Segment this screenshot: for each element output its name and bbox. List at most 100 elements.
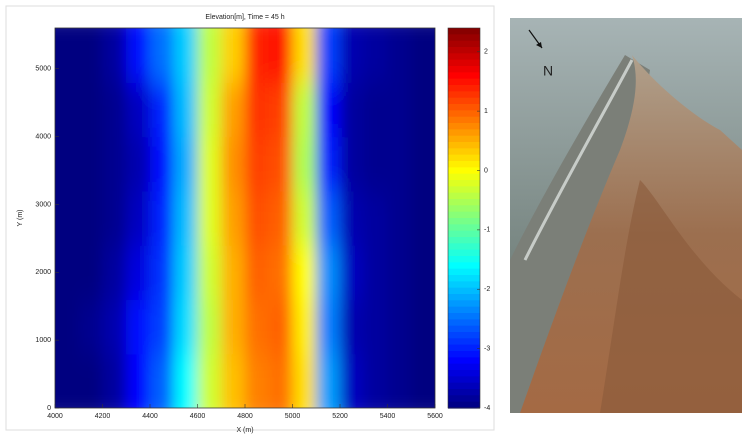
heat-cell: [316, 190, 341, 246]
heat-cell: [292, 353, 317, 408]
colorbar-band: [448, 224, 480, 232]
heat-cell: [78, 28, 104, 83]
heat-cell: [245, 353, 270, 408]
colorbar-band: [448, 306, 480, 314]
heat-cell: [245, 245, 270, 301]
heat-cell: [55, 353, 80, 408]
heat-cell: [411, 82, 435, 138]
colorbar-tick-label: 1: [484, 108, 488, 115]
y-tick-label: 1000: [35, 337, 51, 344]
heat-cell: [221, 190, 246, 246]
heat-cell: [55, 299, 80, 355]
heat-cell: [150, 299, 175, 355]
heat-cell: [340, 82, 365, 138]
heat-cell: [55, 28, 80, 83]
heat-cell: [197, 190, 222, 246]
heat-cell: [363, 353, 389, 408]
colorbar-band: [448, 351, 480, 358]
heat-cell: [292, 28, 317, 83]
colorbar-band: [448, 129, 480, 137]
heat-cell: [387, 299, 412, 355]
heat-cell: [102, 190, 127, 246]
colorbar-frame: [447, 27, 481, 409]
heat-cell: [197, 28, 222, 83]
colorbar-band: [448, 281, 480, 289]
colorbar-band: [448, 370, 480, 377]
colorbar-tick-label: -2: [484, 286, 490, 293]
heat-cell: [387, 353, 412, 408]
heat-cell: [316, 245, 341, 301]
heat-cell: [268, 245, 294, 301]
heat-cell: [363, 190, 389, 246]
heat-cell: [387, 28, 412, 83]
x-tick-label: 4000: [47, 413, 63, 420]
heat-cell: [245, 299, 270, 355]
colorbar-band: [448, 275, 480, 282]
heat-cell: [387, 82, 412, 138]
heatmap: [55, 28, 435, 408]
heat-cell: [316, 353, 341, 408]
chart-title: Elevation[m], Time = 45 h: [205, 14, 284, 21]
colorbar-band: [448, 28, 480, 35]
heat-cell: [245, 190, 270, 246]
heat-cell: [197, 245, 222, 301]
colorbar-band: [448, 40, 480, 48]
colorbar-band: [448, 211, 480, 219]
colorbar-band: [448, 338, 480, 346]
heat-cell: [126, 299, 151, 355]
colorbar-band: [448, 97, 480, 105]
colorbar-band: [448, 313, 480, 320]
x-tick-label: 5400: [380, 413, 396, 420]
x-tick-label: 5200: [332, 413, 348, 420]
heat-cell: [55, 245, 80, 301]
colorbar-band: [448, 325, 480, 333]
heat-cell: [268, 82, 294, 138]
heat-cell: [221, 353, 246, 408]
heat-cell: [245, 136, 270, 192]
x-tick-label: 4600: [190, 413, 206, 420]
heat-cell: [316, 28, 341, 83]
heat-cell: [173, 136, 199, 192]
colorbar-tick-label: 0: [484, 167, 488, 174]
photo: N: [510, 18, 742, 413]
colorbar-band: [448, 66, 480, 73]
heat-cell: [316, 136, 341, 192]
y-tick-label: 5000: [35, 66, 51, 73]
heat-cell: [340, 190, 365, 246]
heat-cell: [363, 28, 389, 83]
y-tick-label: 0: [47, 405, 51, 412]
heat-cell: [102, 136, 127, 192]
colorbar-band: [448, 395, 480, 403]
colorbar-band: [448, 376, 480, 384]
north-label: N: [543, 63, 553, 79]
heat-cell: [78, 136, 104, 192]
heat-cell: [292, 245, 317, 301]
colorbar-band: [448, 332, 480, 339]
heat-cell: [221, 28, 246, 83]
heat-cell: [150, 190, 175, 246]
heat-cell: [126, 136, 151, 192]
colorbar-band: [448, 72, 480, 80]
colorbar-band: [448, 161, 480, 168]
heat-cell: [173, 299, 199, 355]
colorbar: -4 -3 -2 -1 0 1 2: [447, 27, 490, 412]
heat-cell: [292, 82, 317, 138]
heat-cell: [102, 82, 127, 138]
heat-cell: [102, 245, 127, 301]
heat-cell: [150, 28, 175, 83]
colorbar-band: [448, 110, 480, 118]
heat-cell: [126, 82, 151, 138]
heat-cell: [292, 190, 317, 246]
colorbar-band: [448, 262, 480, 270]
heat-cell: [55, 136, 80, 192]
colorbar-band: [448, 180, 480, 187]
x-tick-label: 5000: [285, 413, 301, 420]
colorbar-band: [448, 256, 480, 263]
heat-cell: [78, 353, 104, 408]
colorbar-band: [448, 243, 480, 251]
heat-cell: [340, 245, 365, 301]
y-tick-label: 2000: [35, 269, 51, 276]
colorbar-tick-label: -3: [484, 345, 490, 352]
heat-cell: [150, 353, 175, 408]
